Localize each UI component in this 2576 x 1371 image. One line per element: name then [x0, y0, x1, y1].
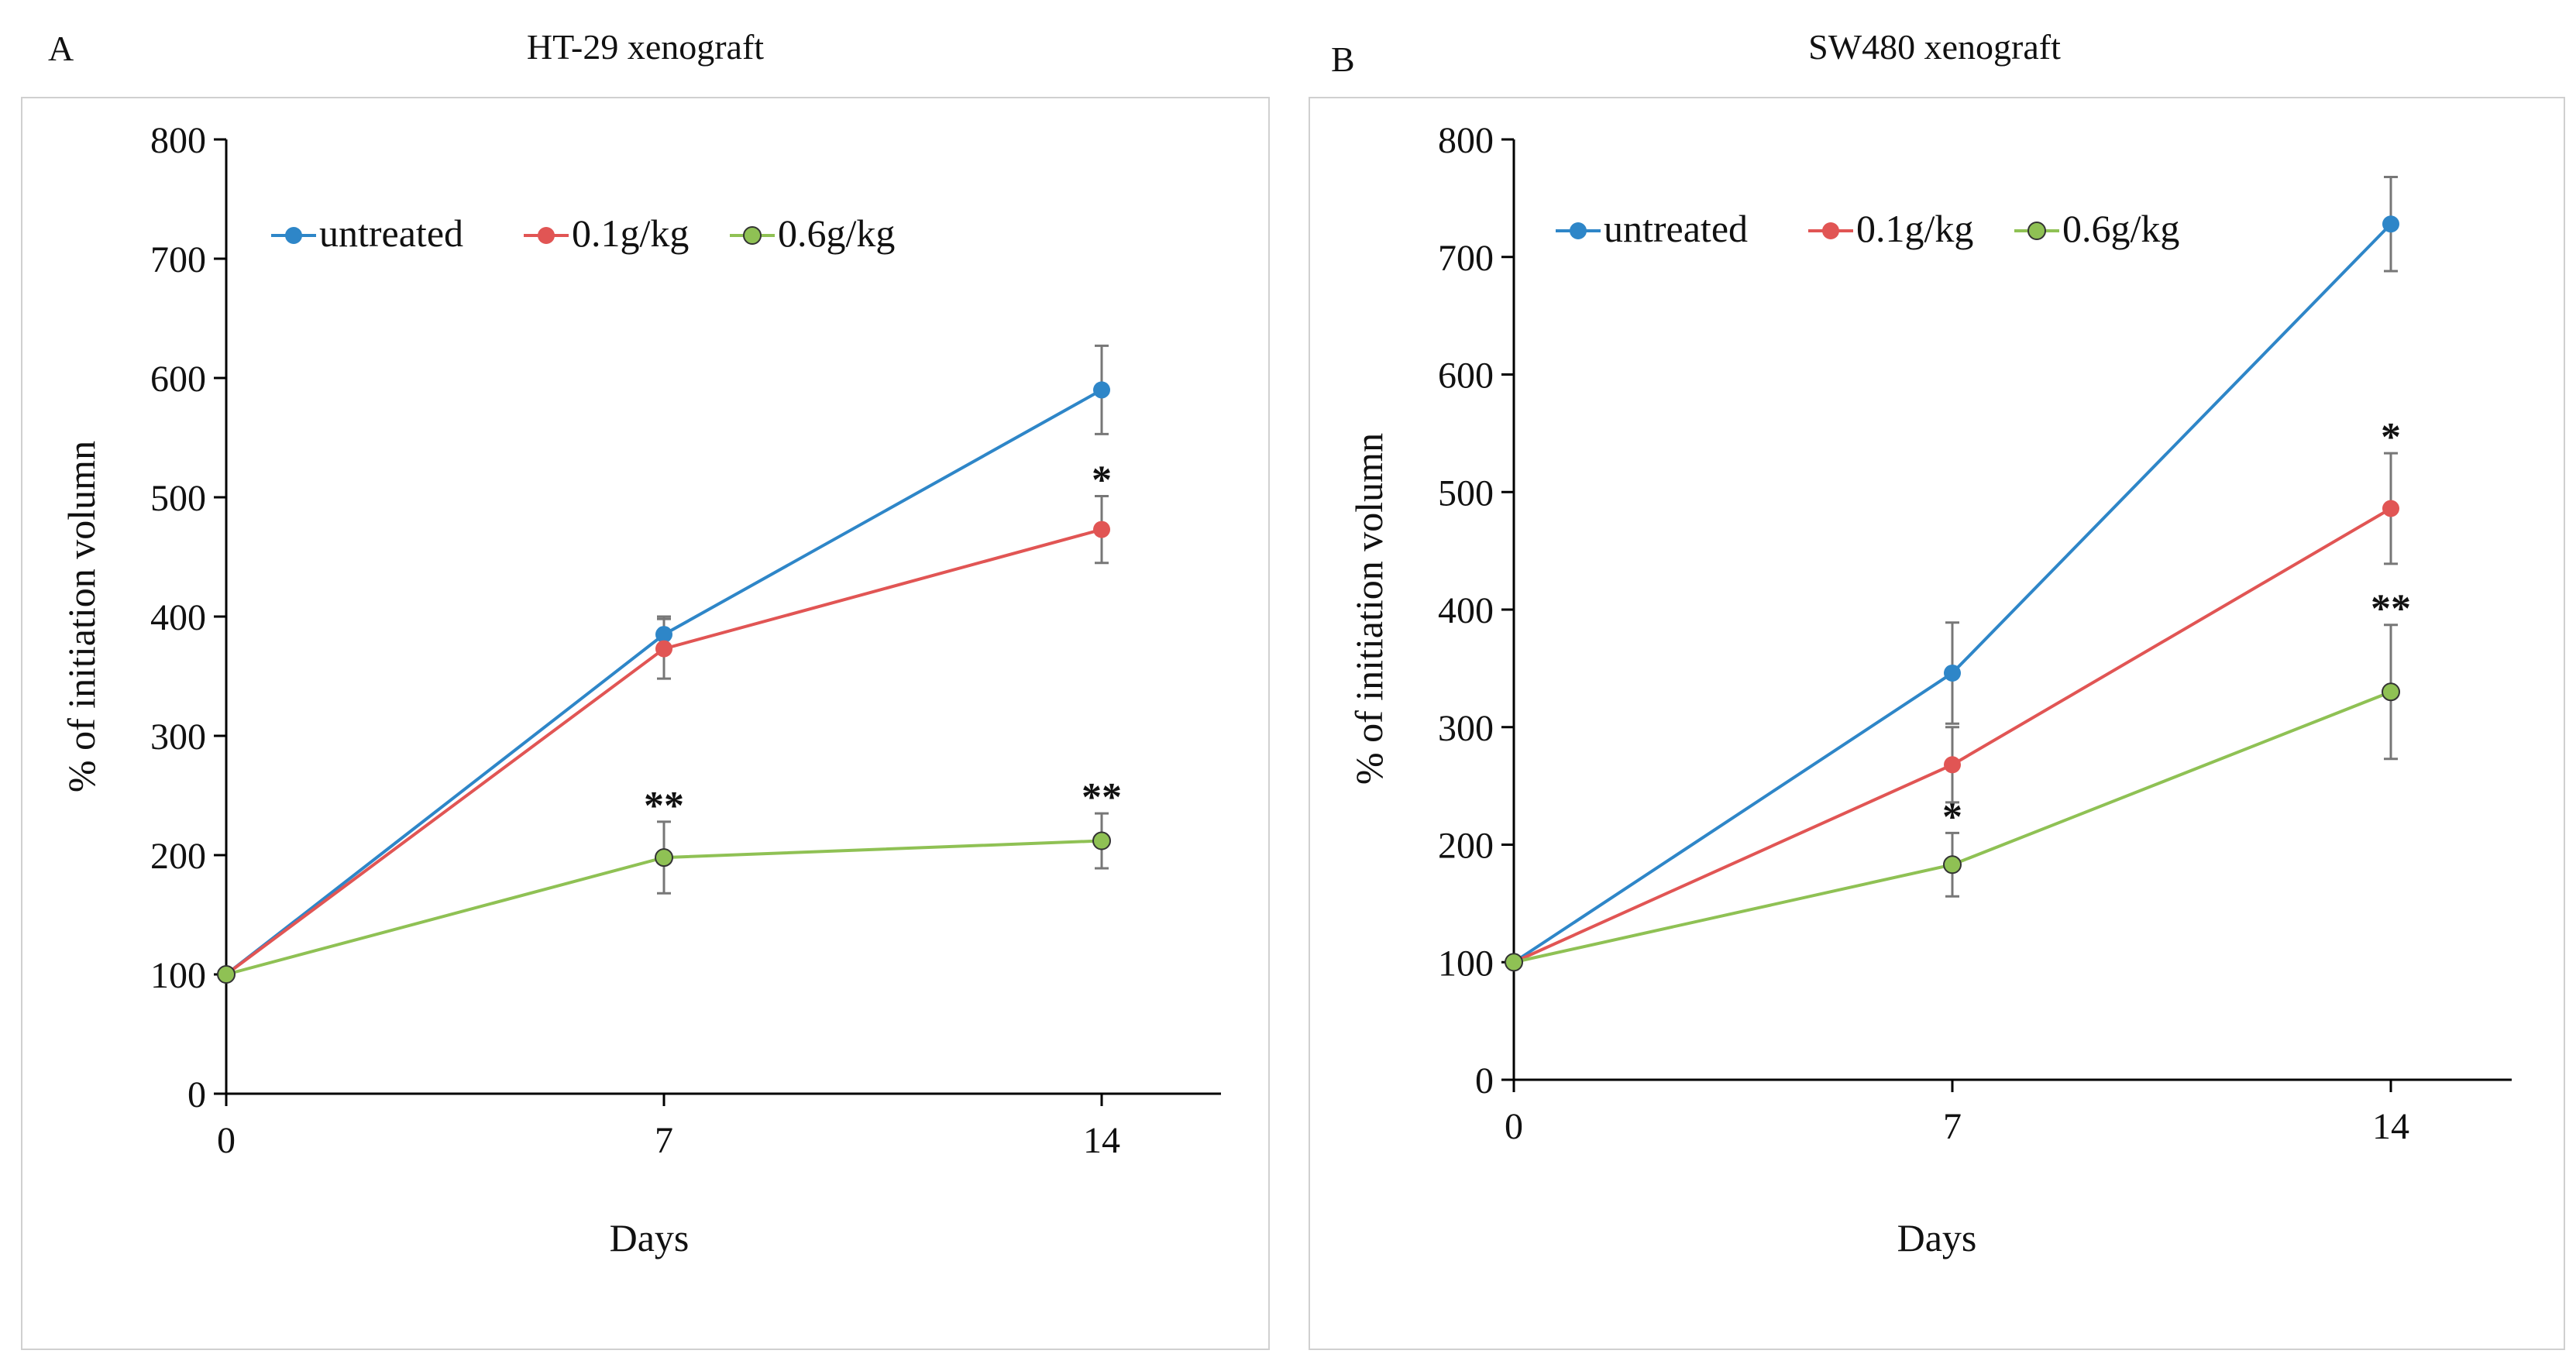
panel-b: B SW480 xenograft 0100200300400500600700… [1309, 27, 2565, 1350]
data-point [1092, 831, 1111, 850]
y-tick-label: 0 [187, 1074, 206, 1115]
y-tick-label: 200 [1438, 826, 1494, 867]
x-axis: 0 7 14 [1505, 1078, 2512, 1147]
significance-marker: ** [2371, 587, 2411, 631]
x-tick-label: 14 [2372, 1106, 2409, 1147]
y-axis: 0 100 200 300 400 500 600 700 800 [150, 120, 228, 1115]
significance-marker: * [1942, 795, 1962, 839]
x-tick-label: 14 [1083, 1120, 1120, 1161]
x-tick-label: 0 [1505, 1106, 1523, 1147]
y-tick-label: 700 [1438, 238, 1494, 279]
legend-marker [2027, 222, 2046, 240]
data-point [655, 626, 672, 644]
chart-title: HT-29 xenograft [527, 27, 764, 67]
y-tick-label: 100 [1438, 943, 1494, 984]
data-point [1093, 521, 1110, 538]
legend-label: untreated [319, 211, 463, 255]
y-axis: 0 100 200 300 400 500 600 700 800 [1438, 120, 1515, 1101]
panel-label: B [1331, 40, 1355, 79]
x-axis-label: Days [610, 1216, 690, 1259]
y-tick-label: 100 [150, 955, 206, 996]
legend: untreated 0.1g/kg 0.6g/kg [271, 211, 895, 255]
data-point [1944, 664, 1961, 682]
series-layer: **** [1505, 176, 2411, 972]
y-tick-label: 400 [1438, 590, 1494, 631]
y-axis-label: % of initiation volumn [60, 441, 103, 792]
legend-label: 0.1g/kg [1856, 207, 1973, 250]
significance-marker: ** [644, 784, 684, 828]
legend-item-untreated: untreated [1556, 207, 1748, 250]
y-tick-label: 500 [150, 478, 206, 519]
legend-item-0-1g-kg: 0.1g/kg [1808, 207, 1973, 250]
series-line [225, 527, 1102, 976]
y-tick-label: 200 [150, 836, 206, 877]
legend-marker [538, 227, 555, 244]
legend-item-0-6g-kg: 0.6g/kg [730, 211, 895, 255]
legend: untreated 0.1g/kg 0.6g/kg [1556, 207, 2179, 250]
legend-item-0-6g-kg: 0.6g/kg [2014, 207, 2179, 250]
data-point [1944, 756, 1961, 774]
data-point [2382, 682, 2400, 702]
legend-marker [1570, 222, 1587, 239]
legend-item-untreated: untreated [271, 211, 463, 255]
legend-label: 0.6g/kg [778, 211, 895, 255]
legend-label: untreated [1604, 207, 1748, 250]
y-tick-label: 800 [150, 120, 206, 161]
y-tick-label: 400 [150, 597, 206, 638]
panel-label: A [48, 29, 74, 68]
series-layer: *** ** [217, 344, 1122, 984]
data-point [1505, 953, 1523, 972]
y-tick-label: 700 [150, 239, 206, 280]
y-tick-label: 600 [1438, 356, 1494, 397]
y-tick-label: 0 [1475, 1060, 1494, 1101]
chart-frame [21, 97, 1270, 1350]
legend-marker [1822, 222, 1839, 239]
x-tick-label: 7 [655, 1120, 673, 1161]
legend-label: 0.1g/kg [572, 211, 689, 255]
data-point [655, 848, 673, 868]
legend-item-0-1g-kg: 0.1g/kg [524, 211, 689, 255]
y-axis-label: % of initiation volumn [1347, 433, 1391, 785]
y-tick-label: 800 [1438, 120, 1494, 161]
data-point [2382, 215, 2399, 233]
panel-a: A HT-29 xenograft 0100200300400500600700… [21, 27, 1270, 1350]
significance-marker: * [2381, 415, 2401, 459]
data-point [1943, 855, 1962, 874]
x-tick-label: 0 [217, 1120, 236, 1161]
y-tick-label: 300 [150, 716, 206, 758]
data-point [2382, 500, 2399, 517]
data-point [655, 640, 672, 658]
y-tick-label: 300 [1438, 708, 1494, 749]
chart-frame [1309, 97, 2565, 1350]
data-point [217, 965, 236, 984]
legend-marker [285, 227, 302, 244]
significance-marker: * [1092, 458, 1112, 502]
x-axis-label: Days [1897, 1216, 1977, 1259]
y-tick-label: 500 [1438, 472, 1494, 514]
x-tick-label: 7 [1943, 1106, 1962, 1147]
chart-title: SW480 xenograft [1808, 27, 2061, 67]
legend-label: 0.6g/kg [2062, 207, 2179, 250]
data-point [1093, 381, 1110, 399]
y-tick-label: 600 [150, 359, 206, 400]
x-axis: 0 7 14 [217, 1092, 1221, 1161]
significance-marker: ** [1082, 775, 1122, 820]
legend-marker [743, 226, 762, 245]
